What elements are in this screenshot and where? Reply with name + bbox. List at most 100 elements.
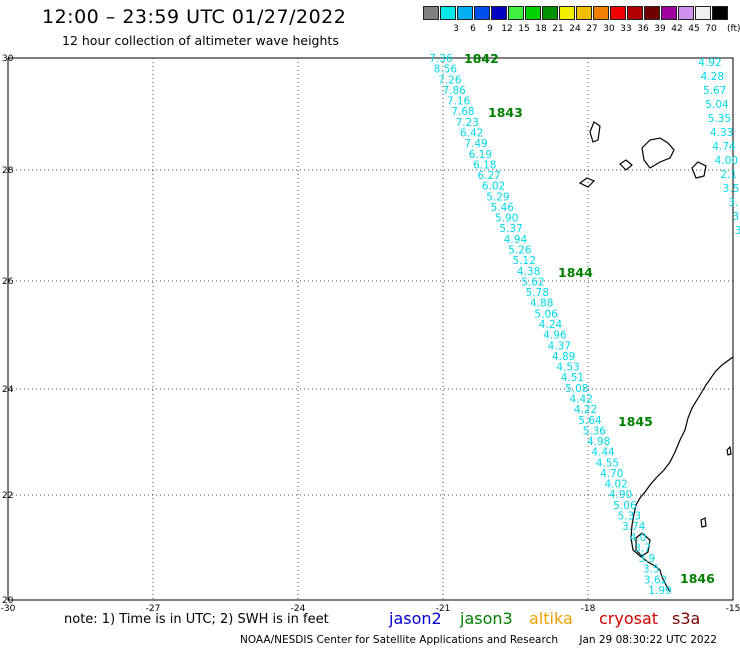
wave-height-value: 4.02 xyxy=(605,479,628,491)
scale-label: 15 xyxy=(518,24,530,34)
lat-label: 22 xyxy=(2,491,13,501)
wave-height-value: 4.00 xyxy=(715,155,738,167)
altimeter-track-2: 4.92 4.28 5.67 5.04 5.35 4.33 4.74 4.00 2.1 3.5 3.… xyxy=(698,57,740,237)
lat-label: 28 xyxy=(2,166,14,176)
gran-canaria xyxy=(691,161,707,179)
scale-swatch xyxy=(576,6,592,20)
pass-time-label: 1845 xyxy=(618,414,653,429)
pass-time-labels: 1842 1843 1844 1845 1846 xyxy=(464,51,715,586)
pass-time-label: 1842 xyxy=(464,51,499,66)
wave-height-value: 4.0 xyxy=(630,532,647,544)
lat-lon-grid: 30 28 26 24 22 20-30 -27 -24 -21 -18 -15 xyxy=(1,54,740,614)
wave-height-value: 5.64 xyxy=(578,415,602,427)
scale-swatch xyxy=(440,6,456,20)
scale-label: 42 xyxy=(671,24,683,34)
scale-swatch xyxy=(508,6,524,20)
lon-label: -27 xyxy=(146,604,161,614)
scale-swatch xyxy=(542,6,558,20)
scale-label: 21 xyxy=(552,24,564,34)
scale-label: 18 xyxy=(535,24,547,34)
lon-label: -18 xyxy=(581,604,596,614)
map-title: 12:00 – 23:59 UTC 01/27/2022 xyxy=(42,6,347,28)
wave-height-value: 3 xyxy=(735,225,740,237)
lon-label: -24 xyxy=(291,604,306,614)
wave-height-value: 5.08 xyxy=(565,383,588,395)
wave-height-value: 4.74 xyxy=(712,141,736,153)
satellite-altika: altika xyxy=(529,609,573,628)
wave-height-value: 4.98 xyxy=(587,436,610,448)
satellite-jason3: jason3 xyxy=(460,609,513,628)
wave-height-value: 8.56 xyxy=(434,64,458,76)
scale-label: 9 xyxy=(487,24,493,34)
satellite-cryosat: cryosat xyxy=(599,609,659,628)
wave-height-value: 4.24 xyxy=(539,319,563,331)
satellite-s3a: s3a xyxy=(672,609,701,628)
wave-height-value: 1.99 xyxy=(648,585,671,597)
wave-height-value: 6.18 xyxy=(473,159,496,171)
footnote: note: 1) Time is in UTC; 2) SWH is in fe… xyxy=(64,612,329,627)
lat-label: 20 xyxy=(2,596,14,606)
wave-height-value: 3.7 xyxy=(634,542,651,554)
altimeter-track-1: 7.368.567.267.867.167.687.236.427.496.19… xyxy=(429,53,671,597)
wave-height-value: 7.16 xyxy=(447,96,471,108)
wave-height-value: 4.37 xyxy=(548,340,571,352)
pass-time-label: 1846 xyxy=(680,571,715,586)
wave-height-value: 5.04 xyxy=(705,99,729,111)
lat-label: 26 xyxy=(2,277,14,287)
wave-height-value: 4.28 xyxy=(701,71,724,83)
coastal-island xyxy=(700,517,707,528)
wave-height-value: 3.9 xyxy=(639,553,656,565)
scale-label: 27 xyxy=(586,24,598,34)
wave-height-value: 6.42 xyxy=(460,127,483,139)
wave-height-value: 5.78 xyxy=(526,287,549,299)
wave-height-value: 4.89 xyxy=(552,351,575,363)
scale-swatch xyxy=(457,6,473,20)
scale-label: 45 xyxy=(688,24,700,34)
scale-label: 24 xyxy=(569,24,581,34)
coastline xyxy=(578,121,734,593)
scale-label: 30 xyxy=(603,24,615,34)
wave-height-value: 4.70 xyxy=(600,468,623,480)
wave-height-value: 4.44 xyxy=(591,447,615,459)
el-hierro xyxy=(578,177,596,188)
wave-height-value: 5.33 xyxy=(618,511,641,523)
wave-height-value: 3.5 xyxy=(643,564,660,576)
wave-height-value: 5.62 xyxy=(521,276,544,288)
footer: NOAA/NESDIS Center for Satellite Applica… xyxy=(240,634,735,646)
scale-swatch xyxy=(712,6,728,20)
wave-height-value: 3.5 xyxy=(723,183,740,195)
wave-height-value: 7.26 xyxy=(438,74,462,86)
wave-height-value: 3.62 xyxy=(644,574,667,586)
pass-time-label: 1843 xyxy=(488,105,523,120)
scale-swatch xyxy=(661,6,677,20)
wave-height-value: 5.90 xyxy=(495,213,518,225)
wave-height-value: 7.86 xyxy=(442,85,466,97)
scale-label: 70 xyxy=(705,24,717,34)
wave-height-value: 4.90 xyxy=(609,489,632,501)
wave-height-value: 4.51 xyxy=(561,372,584,384)
wave-height-value: 7.36 xyxy=(429,53,453,65)
wave-height-value: 4.53 xyxy=(556,362,579,374)
generated-timestamp: Jan 29 08:30:22 UTC 2022 xyxy=(579,634,717,646)
agency-credit: NOAA/NESDIS Center for Satellite Applica… xyxy=(240,634,558,646)
offshore-islet xyxy=(726,445,732,456)
wave-height-value: 5.35 xyxy=(708,113,731,125)
wave-height-value: 4.96 xyxy=(543,330,567,342)
wave-height-value: 4.33 xyxy=(710,127,733,139)
wave-height-value: 5.67 xyxy=(703,85,726,97)
scale-label: 39 xyxy=(654,24,666,34)
wave-height-value: 4.94 xyxy=(504,234,528,246)
scale-swatch xyxy=(474,6,490,20)
scale-swatch xyxy=(423,6,439,20)
wave-height-value: 2.1 xyxy=(720,169,737,181)
africa-coastline xyxy=(630,356,734,593)
banc-d-arguin xyxy=(635,532,651,557)
scale-swatch xyxy=(559,6,575,20)
wave-height-value: 7.23 xyxy=(456,117,479,129)
lat-label: 30 xyxy=(2,54,14,64)
scale-label: 36 xyxy=(637,24,649,34)
scale-swatch xyxy=(491,6,507,20)
scale-label: 12 xyxy=(501,24,513,34)
scale-swatch xyxy=(525,6,541,20)
scale-label: 33 xyxy=(620,24,632,34)
